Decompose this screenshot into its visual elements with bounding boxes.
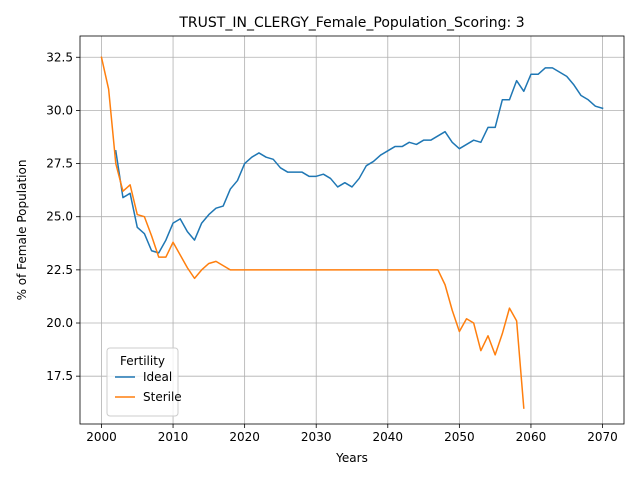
legend-box bbox=[106, 347, 179, 417]
x-tick-label: 2050 bbox=[444, 430, 475, 444]
x-tick-label: 2070 bbox=[587, 430, 618, 444]
x-tick-label: 2030 bbox=[301, 430, 332, 444]
legend-title: Fertility bbox=[120, 354, 165, 368]
x-axis-ticks: 2000 2010 2020 2030 2040 2050 2060 2070 bbox=[86, 424, 618, 444]
series-lines bbox=[100, 56, 604, 409]
plot-frame bbox=[79, 35, 625, 425]
legend: Fertility Ideal Sterile bbox=[106, 347, 182, 417]
y-tick-label: 27.5 bbox=[46, 157, 73, 171]
series-line-ideal bbox=[114, 67, 604, 254]
y-tick-label: 25.0 bbox=[46, 210, 73, 224]
x-tick-label: 2060 bbox=[516, 430, 547, 444]
x-tick-label: 2010 bbox=[158, 430, 189, 444]
y-tick-label: 17.5 bbox=[46, 369, 73, 383]
y-axis-ticks: 17.5 20.0 22.5 25.0 27.5 30.0 32.5 bbox=[46, 50, 80, 383]
chart-title: TRUST_IN_CLERGY_Female_Population_Scorin… bbox=[178, 15, 524, 31]
x-tick-label: 2000 bbox=[86, 430, 117, 444]
series-line-sterile bbox=[100, 56, 525, 409]
x-tick-label: 2040 bbox=[373, 430, 404, 444]
y-axis-label: % of Female Population bbox=[15, 160, 29, 301]
y-tick-label: 20.0 bbox=[46, 316, 73, 330]
legend-label-ideal: Ideal bbox=[143, 370, 172, 384]
x-axis-label: Years bbox=[335, 451, 368, 465]
y-tick-label: 22.5 bbox=[46, 263, 73, 277]
y-tick-label: 32.5 bbox=[46, 50, 73, 64]
legend-label-sterile: Sterile bbox=[143, 390, 182, 404]
grid bbox=[80, 36, 624, 424]
y-tick-label: 30.0 bbox=[46, 103, 73, 117]
x-tick-label: 2020 bbox=[229, 430, 260, 444]
